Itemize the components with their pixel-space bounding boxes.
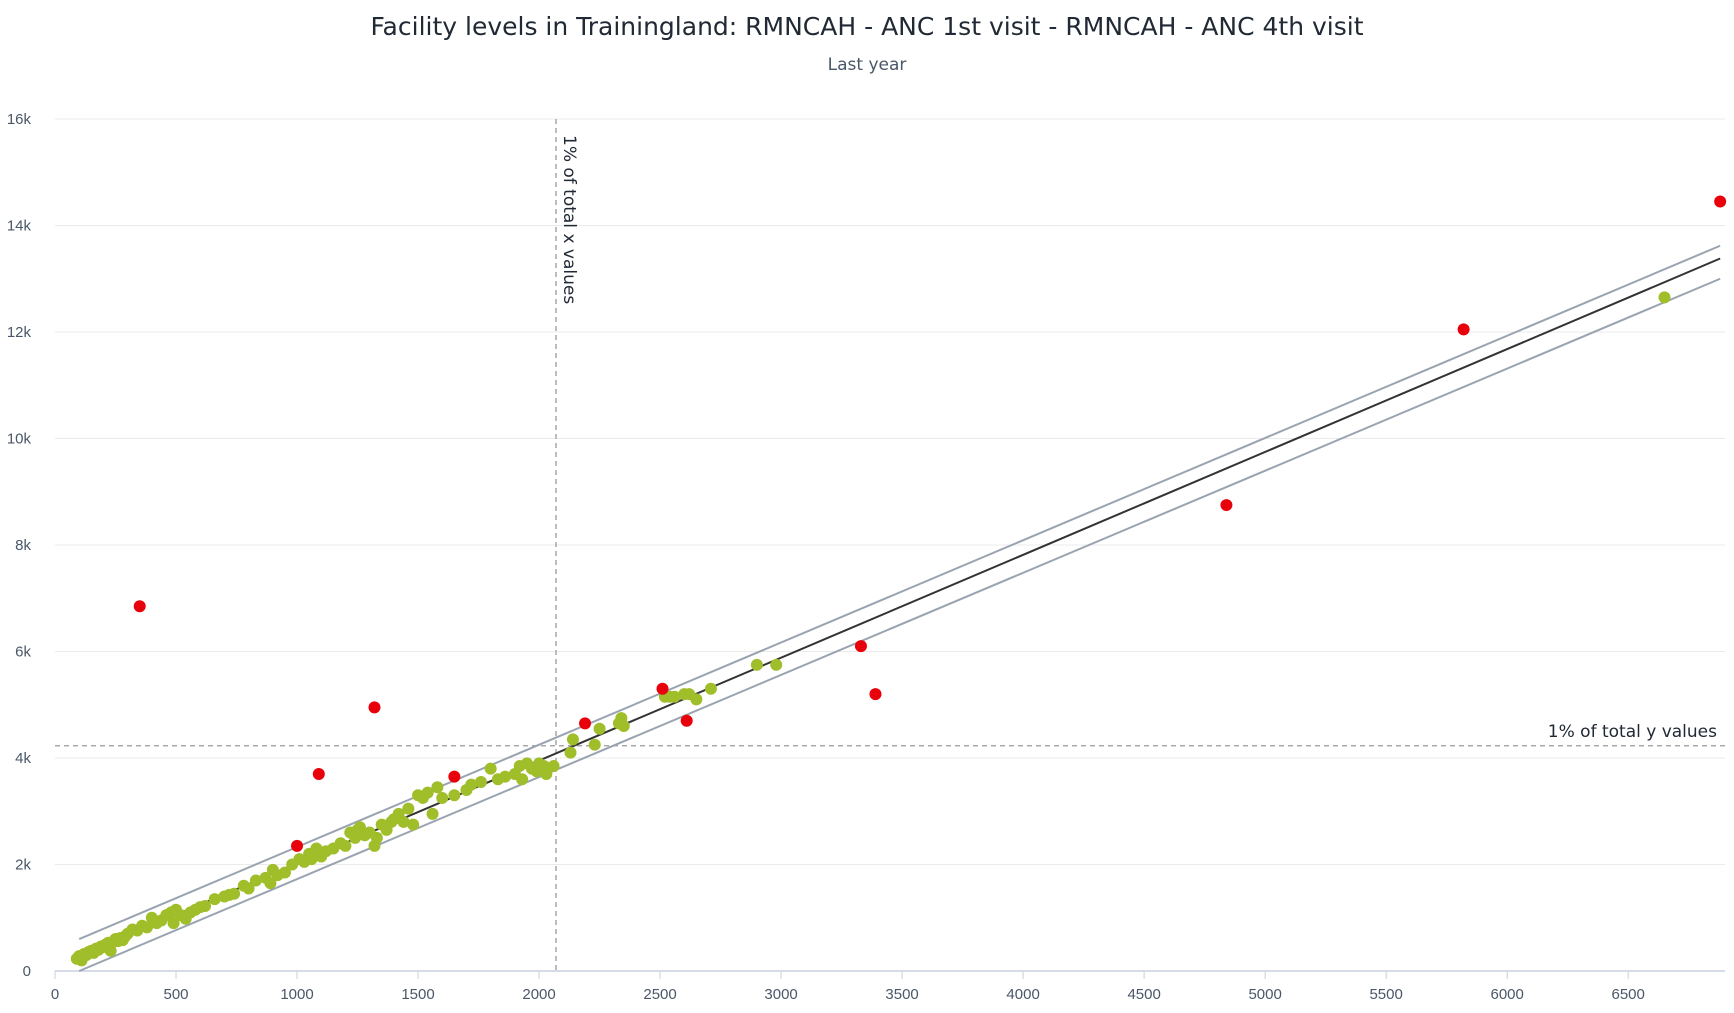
outlier-point[interactable] <box>312 767 325 780</box>
outlier-point[interactable] <box>656 682 669 695</box>
x-tick-label: 2000 <box>522 986 555 1003</box>
x-tick-label: 500 <box>163 986 188 1003</box>
data-point[interactable] <box>249 874 262 887</box>
x-tick-label: 3000 <box>764 986 797 1003</box>
data-point[interactable] <box>370 831 383 844</box>
reference-lines: 1% of total x values 1% of total y values <box>55 119 1725 971</box>
y-tick-label: 8k <box>15 537 31 554</box>
data-point[interactable] <box>484 762 497 775</box>
data-point[interactable] <box>407 818 420 831</box>
upper-threshold-line <box>78 244 1721 940</box>
data-point[interactable] <box>402 802 415 815</box>
x-tick-label: 3500 <box>885 986 918 1003</box>
x-tick-label: 4000 <box>1006 986 1039 1003</box>
outlier-point[interactable] <box>291 839 304 852</box>
y-tick-label: 16k <box>7 111 32 128</box>
data-point[interactable] <box>1658 291 1671 304</box>
axes: 0 2k 4k 6k 8k 10k 12k 14k 16k 0 500 1000 1500 2000 250… <box>7 111 1725 1003</box>
data-point[interactable] <box>104 944 117 957</box>
data-point[interactable] <box>431 781 444 794</box>
data-point[interactable] <box>690 693 703 706</box>
data-point[interactable] <box>339 839 352 852</box>
data-point[interactable] <box>566 733 579 746</box>
data-point[interactable] <box>668 690 681 703</box>
data-point[interactable] <box>228 887 241 900</box>
outlier-point[interactable] <box>869 688 882 701</box>
data-point[interactable] <box>588 738 601 751</box>
y-tick-label: 12k <box>7 324 32 341</box>
chart-subtitle: Last year <box>827 55 907 75</box>
x-tick-label: 5000 <box>1248 986 1281 1003</box>
outlier-point[interactable] <box>579 717 592 730</box>
y-tick-label: 10k <box>7 431 32 448</box>
data-point[interactable] <box>305 853 318 866</box>
x-tick-label: 6000 <box>1490 986 1523 1003</box>
data-point[interactable] <box>426 807 439 820</box>
x-tick-label: 1000 <box>280 986 313 1003</box>
y-tick-label: 4k <box>15 750 31 767</box>
outlier-point[interactable] <box>368 701 381 714</box>
data-point[interactable] <box>474 775 487 788</box>
y-tick-label: 0 <box>23 963 31 980</box>
y-tick-label: 2k <box>15 857 31 874</box>
outlier-point[interactable] <box>1714 195 1727 208</box>
data-point[interactable] <box>140 921 153 934</box>
data-point[interactable] <box>208 893 221 906</box>
data-point[interactable] <box>750 658 763 671</box>
data-point[interactable] <box>421 786 434 799</box>
data-point[interactable] <box>436 791 449 804</box>
data-points[interactable] <box>70 195 1727 967</box>
data-point[interactable] <box>499 770 512 783</box>
y-tick-label: 14k <box>7 218 32 235</box>
x-tick-label: 6500 <box>1612 986 1645 1003</box>
outlier-point[interactable] <box>680 714 693 727</box>
lower-threshold-line <box>78 277 1721 972</box>
x-tick-label: 2500 <box>643 986 676 1003</box>
data-point[interactable] <box>593 722 606 735</box>
x-tick-label: 1500 <box>401 986 434 1003</box>
data-point[interactable] <box>617 720 630 733</box>
y-tick-label: 6k <box>15 644 31 661</box>
data-point[interactable] <box>770 658 783 671</box>
data-point[interactable] <box>448 789 461 802</box>
y-reference-label: 1% of total y values <box>1548 722 1717 742</box>
outlier-point[interactable] <box>133 600 146 613</box>
data-point[interactable] <box>465 778 478 791</box>
outlier-point[interactable] <box>1220 499 1233 512</box>
x-tick-label: 0 <box>51 986 59 1003</box>
data-point[interactable] <box>564 746 577 759</box>
regression-lines <box>78 244 1721 972</box>
data-point[interactable] <box>397 815 410 828</box>
data-point[interactable] <box>264 877 277 890</box>
data-point[interactable] <box>242 882 255 895</box>
x-tick-label: 4500 <box>1127 986 1160 1003</box>
x-tick-label: 5500 <box>1369 986 1402 1003</box>
outlier-point[interactable] <box>448 770 461 783</box>
data-point[interactable] <box>199 900 212 913</box>
chart-title: Facility levels in Trainingland: RMNCAH … <box>370 12 1364 41</box>
outlier-point[interactable] <box>854 640 867 653</box>
data-point[interactable] <box>540 767 553 780</box>
data-point[interactable] <box>516 773 529 786</box>
data-point[interactable] <box>547 759 560 772</box>
x-reference-label: 1% of total x values <box>559 135 579 304</box>
data-point[interactable] <box>278 866 291 879</box>
data-point[interactable] <box>167 917 180 930</box>
grid-lines <box>55 118 1725 865</box>
outlier-point[interactable] <box>1457 323 1470 336</box>
data-point[interactable] <box>704 682 717 695</box>
